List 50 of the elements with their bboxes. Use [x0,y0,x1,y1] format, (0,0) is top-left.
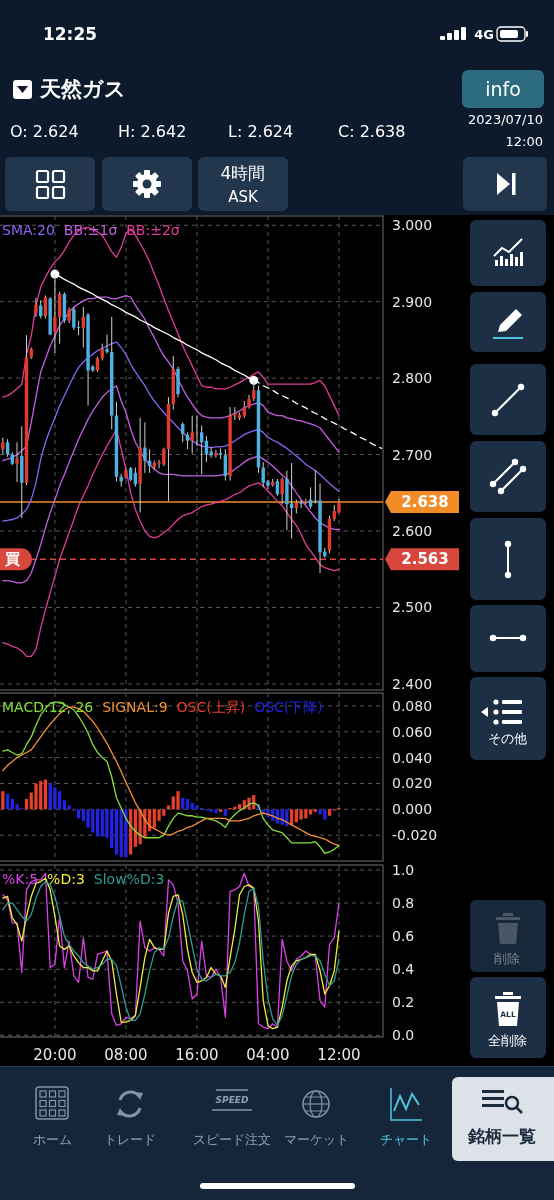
y-tick-label: 0.040 [392,749,433,766]
x-tick-label: 16:00 [175,1046,219,1064]
price-tag: 2.563 [385,548,459,571]
text: マーケット [283,1131,349,1147]
y-tick-label: 0.0 [392,1027,415,1044]
y-tick-label: 0.060 [392,723,433,740]
text: 12:00 [505,133,543,149]
y-tick-label: 0.4 [392,961,415,978]
annotation: 買 [3,550,20,569]
y-tick-label: 2.400 [392,675,433,692]
text: C: 2.638 [338,121,406,141]
y-tick-label: 3.000 [392,217,433,234]
y-tick-label: 0.2 [392,994,415,1011]
y-tick-label: 0.6 [392,928,415,945]
text: ホーム [32,1131,72,1147]
y-tick-label: 0.080 [392,697,433,714]
y-tick-label: 2.900 [392,293,433,310]
x-tick-label: 04:00 [246,1046,290,1064]
x-tick-label: 20:00 [33,1046,77,1064]
text: その他 [487,730,527,746]
y-tick-label: 2.500 [392,599,433,616]
text: O: 2.624 [10,121,79,141]
text: 全削除 [487,1032,527,1048]
y-tick-label: 0.000 [392,801,433,818]
position-tag: 買 [0,548,32,571]
x-tick-label: 08:00 [104,1046,148,1064]
text: トレード [104,1131,156,1147]
chart-title: 天然ガス [39,77,126,101]
text: info [485,78,521,100]
y-tick-label: 2.800 [392,370,433,387]
y-tick-label: 0.020 [392,775,433,792]
y-tick-label: 0.8 [392,895,415,912]
text: 銘柄一覧 [467,1126,536,1146]
text: L: 2.624 [228,121,294,141]
y-tick-label: 2.700 [392,446,433,463]
y-tick-label: 1.0 [392,861,415,878]
text: H: 2.642 [118,121,187,141]
text: SPEED [215,1095,249,1105]
legend: %K:5 %D:3 Slow%D:3 [2,871,165,887]
y-tick-label: -0.020 [392,827,438,844]
text: 削除 [494,950,520,966]
text: 4G [474,26,494,42]
text: 12:25 [42,24,98,44]
text: スピード注文 [193,1131,271,1147]
text: 4時間 [220,163,266,183]
x-tick-label: 12:00 [317,1046,361,1064]
y-tick-label: 2.600 [392,522,433,539]
text: チャート [380,1131,432,1147]
text: ASK [228,188,259,206]
text: 2023/07/10 [468,111,543,127]
